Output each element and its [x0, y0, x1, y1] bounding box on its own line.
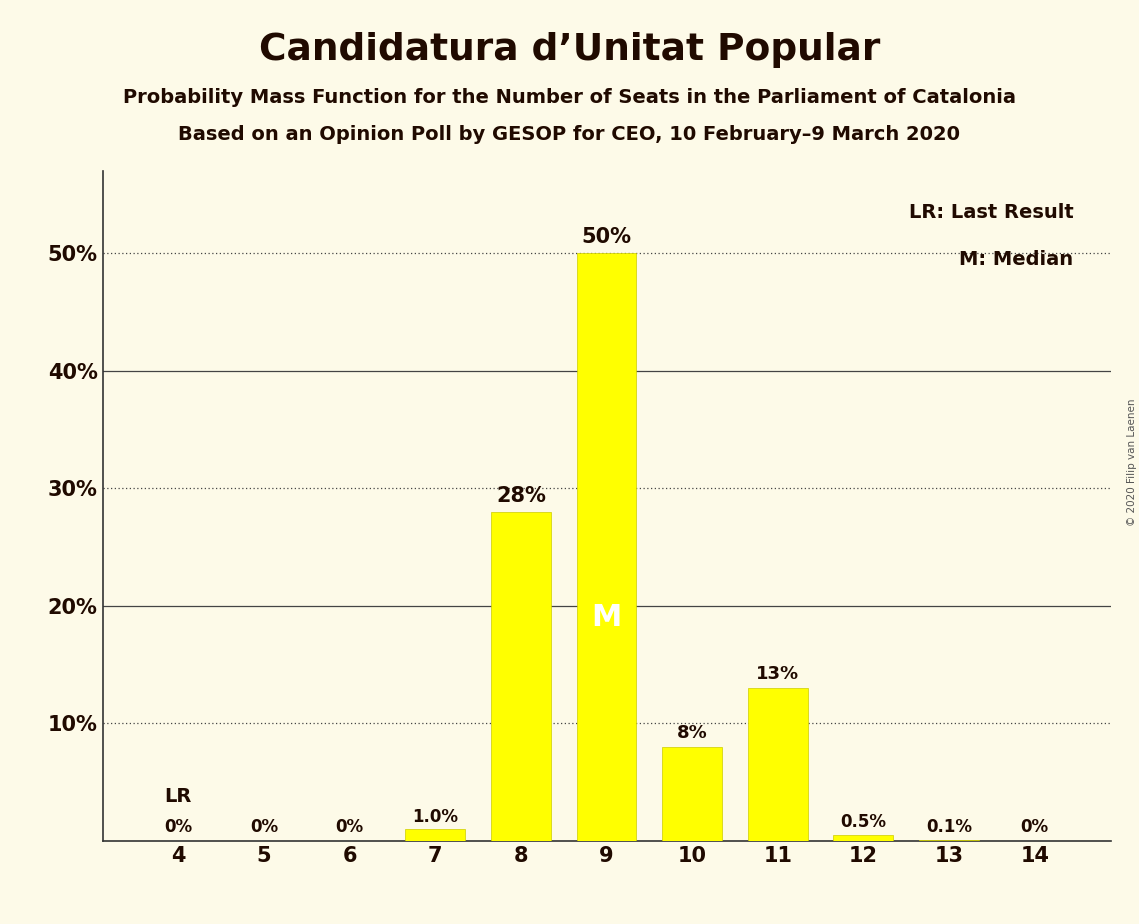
Text: Candidatura d’Unitat Popular: Candidatura d’Unitat Popular: [259, 32, 880, 68]
Text: 28%: 28%: [495, 486, 546, 506]
Text: LR: LR: [165, 786, 192, 806]
Bar: [748, 688, 808, 841]
Text: 1.0%: 1.0%: [412, 808, 458, 825]
Text: 0%: 0%: [249, 818, 278, 836]
Text: 50%: 50%: [582, 227, 631, 248]
Text: © 2020 Filip van Laenen: © 2020 Filip van Laenen: [1126, 398, 1137, 526]
Bar: [491, 512, 551, 841]
Text: Based on an Opinion Poll by GESOP for CEO, 10 February–9 March 2020: Based on an Opinion Poll by GESOP for CE…: [179, 125, 960, 144]
Text: M: M: [591, 603, 622, 632]
Bar: [919, 840, 980, 841]
Text: 0%: 0%: [1021, 818, 1049, 836]
Text: 0%: 0%: [164, 818, 192, 836]
Text: 0.1%: 0.1%: [926, 818, 972, 836]
Text: 13%: 13%: [756, 665, 800, 684]
Text: M: Median: M: Median: [959, 249, 1073, 269]
Bar: [576, 253, 637, 841]
Text: 8%: 8%: [677, 724, 707, 742]
Bar: [405, 829, 465, 841]
Bar: [834, 835, 893, 841]
Text: LR: Last Result: LR: Last Result: [909, 202, 1073, 222]
Bar: [662, 747, 722, 841]
Text: 0%: 0%: [336, 818, 363, 836]
Text: Probability Mass Function for the Number of Seats in the Parliament of Catalonia: Probability Mass Function for the Number…: [123, 88, 1016, 107]
Text: 0.5%: 0.5%: [841, 813, 886, 832]
